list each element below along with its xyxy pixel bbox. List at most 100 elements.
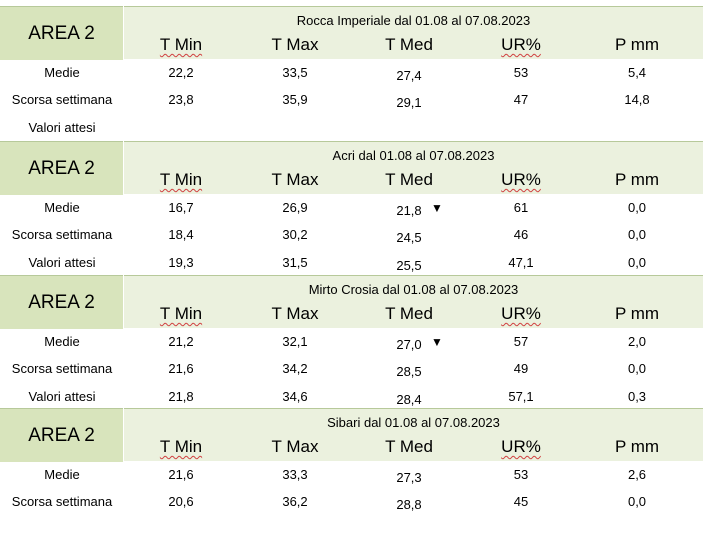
column-header: T Max <box>272 437 319 457</box>
column-header-text: T Min <box>159 437 203 456</box>
row-label: Medie <box>44 200 80 215</box>
down-triangle-icon: ▼ <box>431 201 443 215</box>
column-header-text: T Min <box>159 35 203 54</box>
table-cell: 47 <box>513 92 529 107</box>
table-cell: 45 <box>513 494 529 509</box>
station-title: Acri dal 01.08 al 07.08.2023 <box>124 141 703 169</box>
table-cell: 18,4 <box>168 227 194 242</box>
column-header: P mm <box>615 437 659 457</box>
row-label: Valori attesi <box>28 255 96 270</box>
table-cell: 57,1 <box>508 389 534 404</box>
column-header-text: P mm <box>614 304 660 323</box>
row-label: Medie <box>44 65 80 80</box>
down-triangle-icon: ▼ <box>431 335 443 349</box>
table-cell: 23,8 <box>168 92 194 107</box>
header-band <box>124 169 703 194</box>
column-header: T Med <box>385 170 433 190</box>
table-cell: 28,4 <box>396 392 422 407</box>
table-cell: 22,2 <box>168 65 194 80</box>
column-header-text: T Min <box>159 170 203 189</box>
column-header-text: T Max <box>271 437 319 456</box>
column-header-text: UR% <box>501 304 541 323</box>
table-cell: 61 <box>513 200 529 215</box>
table-cell: 32,1 <box>282 334 308 349</box>
row-label: Scorsa settimana <box>11 92 113 107</box>
row-label: Scorsa settimana <box>11 494 113 509</box>
table-cell: 33,3 <box>282 467 308 482</box>
column-header: UR% <box>501 304 541 324</box>
table-cell: 53 <box>513 65 529 80</box>
row-label: Scorsa settimana <box>11 227 113 242</box>
table-cell: 0,0 <box>627 227 647 242</box>
table-cell: 36,2 <box>282 494 308 509</box>
table-cell: 2,0 <box>627 334 647 349</box>
table-cell: 27,4 <box>396 68 422 83</box>
table-cell: 29,1 <box>396 95 422 110</box>
table-cell: 0,0 <box>627 200 647 215</box>
station-title: Sibari dal 01.08 al 07.08.2023 <box>124 408 703 436</box>
table-cell: 16,7 <box>168 200 194 215</box>
column-header: T Max <box>272 170 319 190</box>
table-cell: 5,4 <box>627 65 647 80</box>
column-header-text: P mm <box>614 437 660 456</box>
column-header: T Med <box>385 437 433 457</box>
column-header-text: UR% <box>501 35 541 54</box>
table-cell: 24,5 <box>396 230 422 245</box>
row-label: Valori attesi <box>28 120 96 135</box>
table-cell: 35,9 <box>282 92 308 107</box>
table-cell: 57 <box>513 334 529 349</box>
table-cell: 33,5 <box>282 65 308 80</box>
station-title: Rocca Imperiale dal 01.08 al 07.08.2023 <box>124 6 703 34</box>
table-cell: 0,0 <box>627 494 647 509</box>
station-block: AREA 2 Mirto Crosia dal 01.08 al 07.08.20… <box>0 275 703 407</box>
column-header-text: T Med <box>385 437 433 456</box>
column-header: T Min <box>160 304 202 324</box>
station-block: AREA 2 Acri dal 01.08 al 07.08.2023 T Min T… <box>0 141 703 273</box>
area-label: AREA 2 <box>0 408 123 462</box>
header-band <box>124 34 703 59</box>
area-label: AREA 2 <box>0 6 123 60</box>
table-cell: 21,8 <box>396 203 422 218</box>
table-cell: 14,8 <box>624 92 650 107</box>
table-cell: 21,8 <box>168 389 194 404</box>
table-cell: 2,6 <box>627 467 647 482</box>
column-header-text: UR% <box>501 437 541 456</box>
table-cell: 46 <box>513 227 529 242</box>
table-cell: 0,0 <box>627 361 647 376</box>
station-title: Mirto Crosia dal 01.08 al 07.08.2023 <box>124 275 703 303</box>
table-cell: 49 <box>513 361 529 376</box>
column-header: P mm <box>615 304 659 324</box>
table-cell: 0,3 <box>627 389 647 404</box>
column-header-text: T Med <box>385 170 433 189</box>
table-cell: 34,6 <box>282 389 308 404</box>
table-cell: 30,2 <box>282 227 308 242</box>
table-cell: 31,5 <box>282 255 308 270</box>
column-header: T Min <box>160 437 202 457</box>
column-header-text: P mm <box>614 170 660 189</box>
column-header: T Min <box>160 35 202 55</box>
weather-report: AREA 2 Rocca Imperiale dal 01.08 al 07.08… <box>0 6 703 512</box>
table-cell: 21,6 <box>168 467 194 482</box>
column-header: P mm <box>615 35 659 55</box>
table-cell: 28,8 <box>396 497 422 512</box>
table-cell: 25,5 <box>396 258 422 273</box>
column-header-text: T Med <box>385 35 433 54</box>
area-label: AREA 2 <box>0 141 123 195</box>
table-cell: 21,6 <box>168 361 194 376</box>
row-label: Scorsa settimana <box>11 361 113 376</box>
column-header: T Min <box>160 170 202 190</box>
table-cell: 34,2 <box>282 361 308 376</box>
column-header: T Med <box>385 35 433 55</box>
column-header-text: P mm <box>614 35 660 54</box>
table-cell: 0,0 <box>627 255 647 270</box>
table-cell: 28,5 <box>396 364 422 379</box>
table-cell: 26,9 <box>282 200 308 215</box>
column-header: UR% <box>501 170 541 190</box>
station-block: AREA 2 Rocca Imperiale dal 01.08 al 07.08… <box>0 6 703 136</box>
column-header-text: UR% <box>501 170 541 189</box>
header-band <box>124 303 703 328</box>
row-label: Medie <box>44 334 80 349</box>
row-label: Valori attesi <box>28 389 96 404</box>
table-cell: 27,0 <box>396 337 422 352</box>
table-cell: 47,1 <box>508 255 534 270</box>
